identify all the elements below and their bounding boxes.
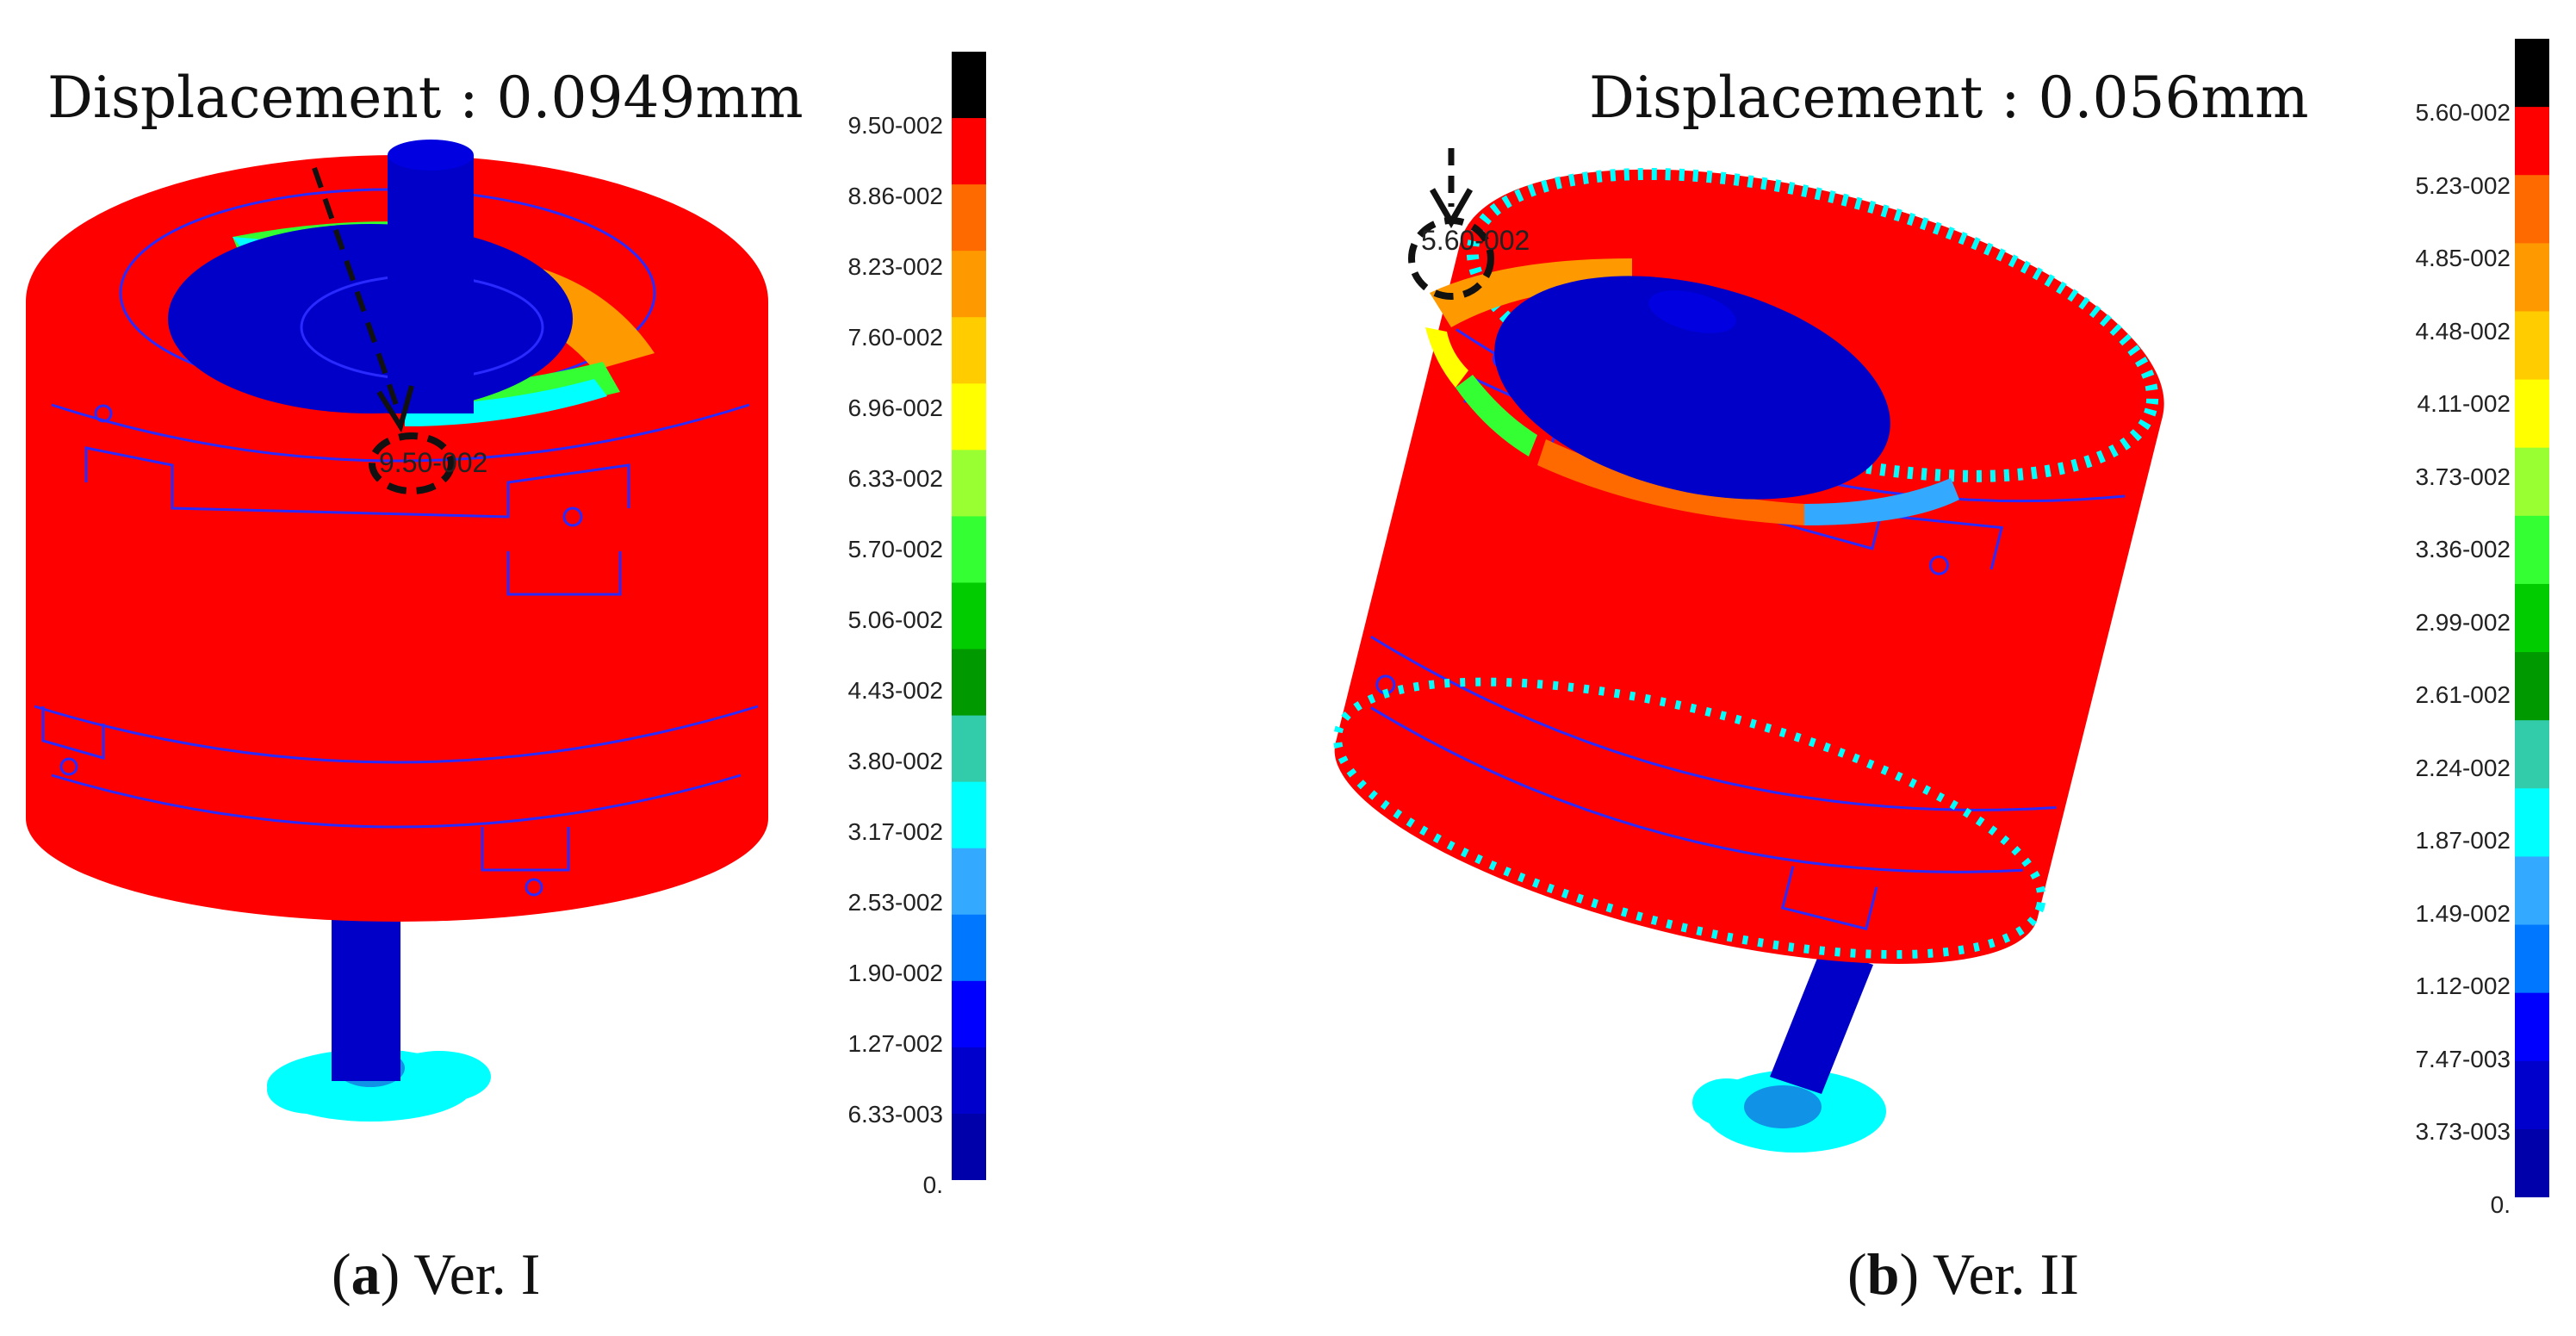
max-displacement-annotation: 9.50-002 (379, 447, 487, 478)
color-scale-tick-label: 5.60-002 (2415, 99, 2511, 126)
color-scale-step (952, 52, 986, 119)
color-scale-step (2515, 39, 2549, 108)
caption-letter: b (1866, 1241, 1900, 1307)
color-scale-tick-label: 6.33-003 (847, 1101, 943, 1128)
color-scale-step (952, 118, 986, 185)
color-scale-labels: 5.60-002 5.23-002 4.85-002 4.48-002 4.11-002… (2334, 0, 2511, 1218)
color-scale-tick-label: 7.60-002 (847, 324, 943, 351)
color-scale-tick-label: 4.43-002 (847, 677, 943, 704)
color-scale-tick-label: 7.47-003 (2415, 1045, 2511, 1072)
color-scale-tick-label: 8.86-002 (847, 183, 943, 209)
color-scale-step (952, 1047, 986, 1115)
color-scale-tick-label: 5.70-002 (847, 536, 943, 562)
panel-ver-2: 5.60-002 Displacement : 0.056mm 5.60-002… (1288, 0, 2576, 1336)
displacement-title: Displacement : 0.0949mm (47, 65, 804, 131)
caption-letter: a (351, 1241, 381, 1307)
fem-model-ver-2: 5.60-002 (1333, 148, 2164, 1153)
color-scale-tick-label: 1.87-002 (2415, 827, 2511, 854)
color-scale-tick-label: 2.99-002 (2415, 608, 2511, 636)
panel-ver-1: 9.50-002 Displacement : 0.0949mm 9.50-00… (26, 0, 986, 1307)
color-scale-step (2515, 856, 2549, 926)
color-scale-tick-label: 0. (922, 1171, 943, 1198)
color-scale-tick-label: 2.24-002 (2415, 754, 2511, 781)
color-scale-tick-label: 4.48-002 (2415, 317, 2511, 345)
color-scale-tick-label: 5.23-002 (2415, 171, 2511, 199)
color-scale-step (952, 582, 986, 650)
color-scale-tick-label: 3.73-003 (2415, 1118, 2511, 1145)
color-scale-step (952, 914, 986, 982)
top-ring (1425, 258, 1959, 525)
color-scale-step (2515, 379, 2549, 449)
upper-shaft (388, 140, 474, 413)
color-scale-step (2515, 311, 2549, 381)
color-scale-bar (952, 52, 986, 1180)
color-scale-step (952, 1113, 986, 1180)
color-scale-tick-label: 4.11-002 (2417, 390, 2511, 417)
max-displacement-marker: 5.60-002 (1408, 148, 1530, 300)
color-scale-step (2515, 447, 2549, 517)
color-scale-step (2515, 788, 2549, 857)
max-displacement-marker: 9.50-002 (312, 167, 487, 494)
color-scale-step (2515, 992, 2549, 1062)
color-scale-step (2515, 652, 2549, 721)
color-scale-tick-label: 1.90-002 (847, 960, 943, 986)
color-scale-step (952, 516, 986, 583)
lower-shaft (1770, 948, 1873, 1094)
color-scale-step (952, 781, 986, 849)
color-scale-step (952, 184, 986, 252)
color-scale-tick-label: 3.73-002 (2415, 463, 2511, 490)
color-scale-tick-label: 9.50-002 (847, 112, 943, 139)
color-scale-tick-label: 1.49-002 (2415, 899, 2511, 927)
color-scale-tick-label: 6.96-002 (847, 395, 943, 421)
caption-text: Ver. I (413, 1241, 541, 1307)
caption-text: Ver. II (1932, 1241, 2079, 1307)
color-scale-tick-label: 8.23-002 (847, 253, 943, 280)
fem-model-ver-1: 9.50-002 (26, 140, 768, 1122)
upper-shaft (1606, 290, 1736, 482)
color-scale-tick-label: 5.06-002 (847, 606, 943, 633)
color-scale-tick-label: 2.61-002 (2415, 681, 2511, 708)
color-scale-tick-label: 4.85-002 (2415, 245, 2511, 271)
color-scale-step (952, 649, 986, 717)
color-scale-tick-label: 1.12-002 (2415, 972, 2511, 999)
lower-shaft (332, 896, 400, 1081)
color-scale-step (952, 848, 986, 916)
color-scale-step (952, 251, 986, 318)
figure-caption: (b) Ver. II (1847, 1241, 2079, 1307)
color-scale-step (2515, 1060, 2549, 1130)
color-scale-labels: 9.50-002 8.86-002 8.23-002 7.60-002 6.96-002… (775, 0, 943, 1206)
color-scale-step (952, 317, 986, 384)
color-scale-step (2515, 924, 2549, 994)
color-scale-tick-label: 3.36-002 (2415, 536, 2511, 562)
center-disc (168, 224, 573, 413)
max-displacement-annotation: 5.60-002 (1421, 225, 1530, 256)
color-scale-step (952, 383, 986, 451)
color-scale-tick-label: 3.80-002 (847, 748, 943, 774)
figure-caption: (a) Ver. I (332, 1241, 541, 1307)
color-scale-step (2515, 515, 2549, 585)
color-scale-step (2515, 583, 2549, 653)
color-scale-step (2515, 720, 2549, 789)
support-base (1692, 1070, 1886, 1153)
color-scale-tick-label: 6.33-002 (847, 465, 943, 492)
color-scale-step (2515, 107, 2549, 176)
color-scale-step (2515, 1128, 2549, 1197)
displacement-title: Displacement : 0.056mm (1589, 65, 2309, 131)
color-scale-tick-label: 2.53-002 (847, 889, 943, 916)
color-scale-tick-label: 1.27-002 (847, 1030, 943, 1057)
color-scale-step (2515, 243, 2549, 312)
color-scale-step (952, 980, 986, 1048)
color-scale-bar (2515, 39, 2549, 1197)
color-scale-step (952, 715, 986, 783)
color-scale-tick-label: 3.17-002 (847, 818, 943, 845)
color-scale-step (952, 450, 986, 517)
color-scale-step (2515, 175, 2549, 244)
color-scale-tick-label: 0. (2490, 1190, 2511, 1218)
